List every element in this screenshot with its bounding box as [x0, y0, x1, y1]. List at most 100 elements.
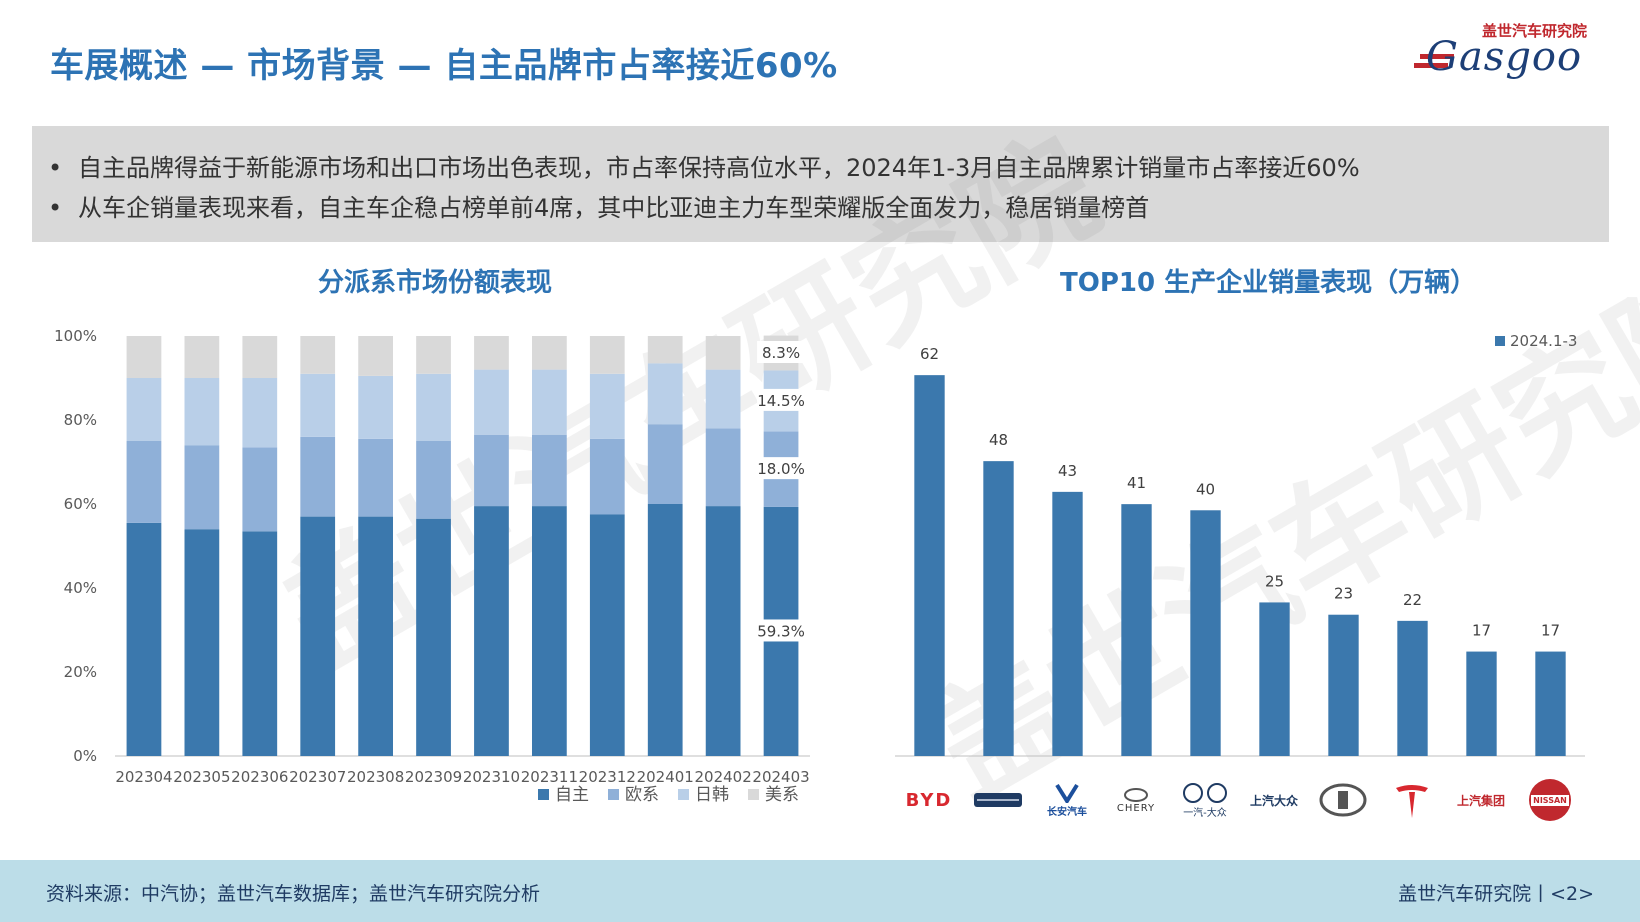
- data-label-bg: [757, 457, 806, 480]
- brand-text: 上汽大众: [1249, 793, 1298, 808]
- great-wall-icon: [1319, 783, 1367, 817]
- bar-segment-自主: [705, 506, 741, 756]
- bar-segment-欧系: [474, 434, 509, 507]
- brand-logo-tesla: [1382, 775, 1442, 825]
- left-chart-title: 分派系市场份额表现: [318, 268, 553, 298]
- brand-logo-great-wall: [1313, 775, 1373, 825]
- bar-segment-日韩: [358, 375, 393, 439]
- footer-bar: 资料来源：中汽协；盖世汽车数据库；盖世汽车研究院分析 盖世汽车研究院丨<2>: [0, 860, 1640, 922]
- x-tick-label: 202310: [463, 768, 520, 786]
- data-label: 17: [1472, 622, 1491, 640]
- faw-vw-icon: 一汽-大众: [1182, 782, 1228, 819]
- bar-segment-美系: [358, 336, 393, 376]
- logo-en-text: Gasgoo: [1426, 34, 1583, 80]
- brand-text: 一汽-大众: [1183, 807, 1227, 819]
- legend-label: 自主: [555, 785, 589, 805]
- share-stacked-bar-chart: 0%20%40%60%80%100%202304 202305 202306 2023…: [54, 327, 810, 805]
- bar-segment-欧系: [647, 424, 683, 504]
- bar-segment-日韩: [416, 373, 451, 441]
- y-tick-label: 0%: [73, 747, 97, 765]
- bar-segment-日韩: [300, 373, 336, 437]
- bar-segment-欧系: [416, 441, 451, 519]
- bar-segment-自主: [532, 506, 567, 756]
- bar-segment-日韩: [532, 369, 567, 435]
- brand-text: 长安汽车: [1047, 806, 1087, 818]
- bar-segment-欧系: [242, 447, 278, 532]
- brand-logo-geely: [968, 775, 1028, 825]
- x-tick-label: 202311: [521, 768, 578, 786]
- bar-segment-自主: [589, 514, 625, 756]
- x-tick-label: 202305: [173, 768, 230, 786]
- y-tick-label: 20%: [64, 663, 97, 681]
- legend-label: 日韩: [695, 785, 729, 805]
- bar-segment-美系: [300, 336, 336, 374]
- bar-segment-美系: [474, 336, 509, 370]
- data-label: 22: [1403, 591, 1422, 609]
- brand-logo-chery: CHERY: [1106, 775, 1166, 825]
- data-label: 25: [1265, 572, 1284, 590]
- legend-swatch: [1495, 336, 1505, 346]
- sales-bar: [1397, 620, 1428, 756]
- gasgoo-logo: 盖世汽车研究院 Gasgoo: [1414, 18, 1600, 80]
- data-label: 17: [1541, 622, 1560, 640]
- bar-segment-美系: [416, 336, 451, 374]
- sales-bar: [983, 461, 1014, 756]
- summary-box: • 自主品牌得益于新能源市场和出口市场出色表现，市占率保持高位水平，2024年1-…: [32, 126, 1609, 242]
- bar-segment-自主: [300, 516, 336, 756]
- data-label: 41: [1127, 474, 1146, 492]
- bar-segment-美系: [532, 336, 567, 370]
- sales-bar: [1190, 510, 1221, 756]
- brand-text: NISSAN: [1531, 794, 1569, 806]
- x-tick-label: 202308: [347, 768, 404, 786]
- bar-segment-自主: [358, 516, 393, 756]
- changan-icon: 长安汽车: [1047, 783, 1087, 818]
- top10-sales-bar-chart: 62 48 43 41 40 25 23 22 17 17 2024.1-3: [895, 332, 1585, 757]
- x-tick-label: 202309: [405, 768, 462, 786]
- bar-segment-美系: [126, 336, 162, 378]
- bar-segment-欧系: [589, 438, 625, 515]
- bar-segment-自主: [647, 504, 683, 756]
- bullet-dot: •: [48, 194, 63, 222]
- x-tick-label: 202306: [231, 768, 288, 786]
- logo-stripe: [1420, 54, 1454, 59]
- bar-segment-欧系: [532, 434, 567, 507]
- bar-segment-欧系: [184, 445, 220, 530]
- bar-segment-日韩: [705, 369, 741, 429]
- data-label: 8.3%: [762, 344, 800, 362]
- bar-segment-自主: [126, 522, 162, 756]
- bullet-text: 从车企销量表现来看，自主车企稳占榜单前4席，其中比亚迪主力车型荣耀版全面发力，稳…: [78, 194, 1150, 222]
- bullet-text: 自主品牌得益于新能源市场和出口市场出色表现，市占率保持高位水平，2024年1-3…: [78, 154, 1360, 182]
- logo-stripe: [1414, 63, 1448, 68]
- data-label: 59.3%: [757, 622, 805, 640]
- legend-swatch: [678, 789, 689, 800]
- brand-text: CHERY: [1116, 802, 1156, 814]
- x-tick-label: 202401: [637, 768, 694, 786]
- bullet-dot: •: [48, 154, 63, 182]
- data-label-bg: [757, 341, 806, 364]
- geely-icon: [974, 793, 1022, 807]
- bar-segment-欧系: [705, 428, 741, 507]
- brand-text: 上汽集团: [1456, 793, 1505, 808]
- summary-bullet: • 自主品牌得益于新能源市场和出口市场出色表现，市占率保持高位水平，2024年1-…: [48, 148, 1360, 183]
- logo-cn-text: 盖世汽车研究院: [1482, 22, 1588, 40]
- y-tick-label: 40%: [64, 579, 97, 597]
- source-note: 资料来源：中汽协；盖世汽车数据库；盖世汽车研究院分析: [46, 883, 541, 905]
- x-tick-label: 202402: [694, 768, 751, 786]
- brand-logo-saic-gm-wuling: 上汽集团: [1451, 775, 1511, 825]
- sales-bar: [1121, 504, 1152, 756]
- legend-swatch: [538, 789, 549, 800]
- bar-segment-美系: [589, 336, 625, 374]
- sales-bar: [1535, 651, 1566, 756]
- legend-label: 欧系: [625, 785, 659, 805]
- bar-segment-自主: [416, 518, 451, 756]
- bar-segment-欧系: [126, 441, 162, 523]
- bar-segment-日韩: [589, 373, 625, 439]
- x-tick-label: 202312: [579, 768, 636, 786]
- y-tick-label: 60%: [64, 495, 97, 513]
- sales-bar: [1328, 614, 1359, 756]
- nissan-icon: NISSAN: [1529, 779, 1571, 821]
- data-label: 18.0%: [757, 460, 805, 478]
- data-label-bg: [757, 388, 806, 411]
- data-label: 43: [1058, 462, 1077, 480]
- page-number: 盖世汽车研究院丨<2>: [1398, 883, 1594, 905]
